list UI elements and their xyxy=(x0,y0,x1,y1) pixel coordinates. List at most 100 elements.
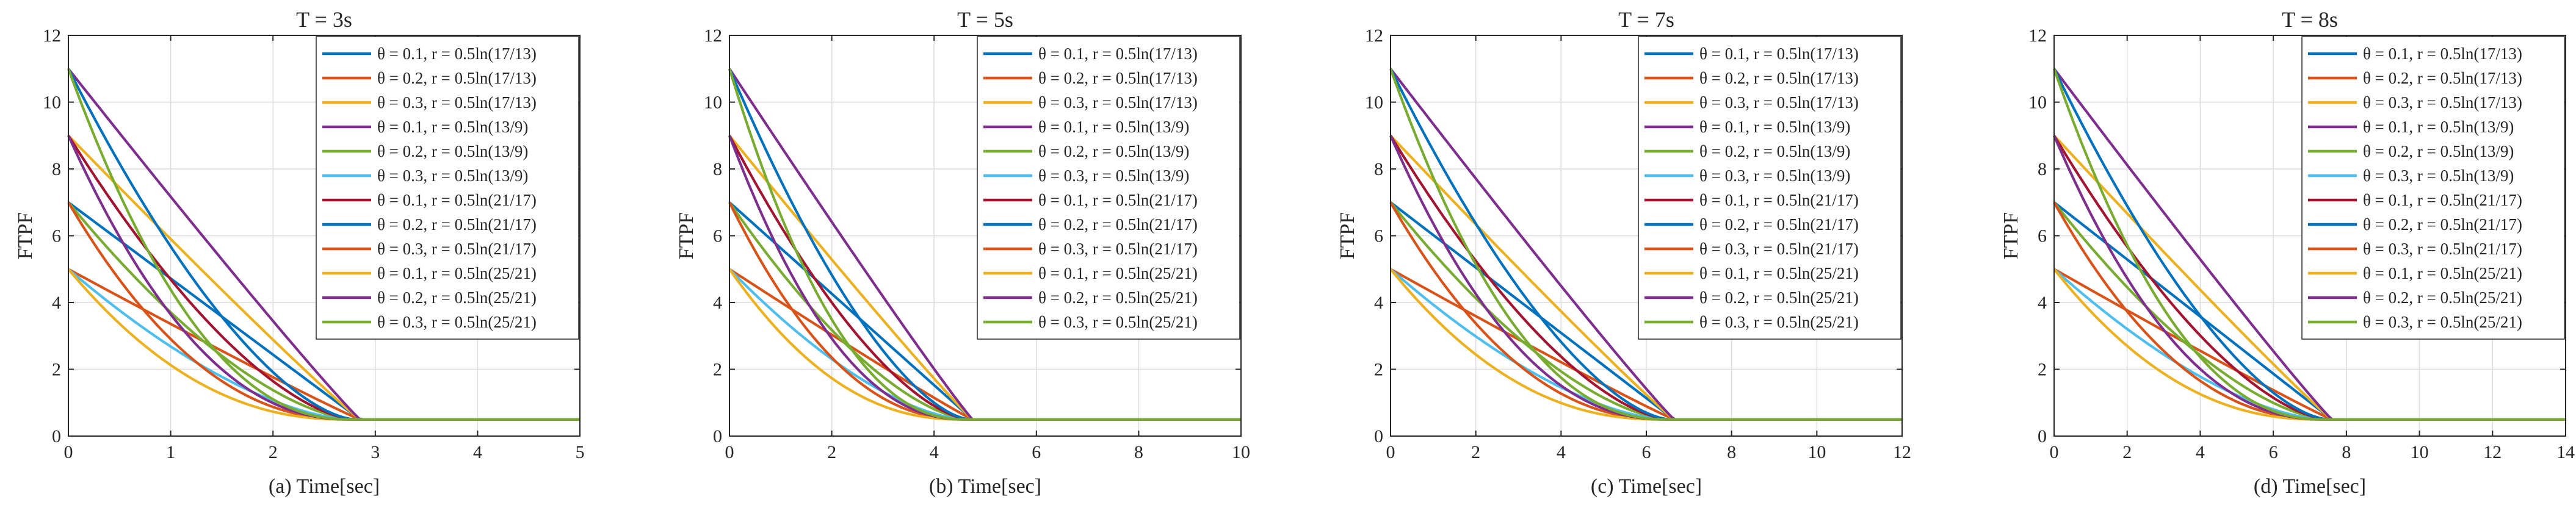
y-axis-title: FTPF xyxy=(1336,212,1359,260)
legend-label: θ = 0.1, r = 0.5ln(25/21) xyxy=(377,264,537,282)
legend-label: θ = 0.1, r = 0.5ln(17/13) xyxy=(1699,45,1859,63)
y-tick-label: 6 xyxy=(713,226,722,246)
y-tick-label: 10 xyxy=(1365,93,1383,113)
x-tick-label: 12 xyxy=(2483,442,2502,462)
legend-label: θ = 0.3, r = 0.5ln(13/9) xyxy=(2363,167,2514,185)
legend-label: θ = 0.1, r = 0.5ln(13/9) xyxy=(2363,118,2514,136)
legend-label: θ = 0.3, r = 0.5ln(21/17) xyxy=(377,240,537,258)
x-tick-label: 2 xyxy=(269,442,278,462)
x-tick-label: 10 xyxy=(1232,442,1250,462)
y-tick-label: 2 xyxy=(1374,360,1383,380)
x-tick-label: 2 xyxy=(827,442,836,462)
x-tick-label: 14 xyxy=(2556,442,2575,462)
chart-panel-2: 0 2 4 6 8 10 12 0 2 4 6 8 10 12 T = 7s (c) Time[sec] FTP… xyxy=(1336,7,1911,498)
x-axis-title: (a) Time[sec] xyxy=(269,475,380,498)
x-tick-label: 6 xyxy=(1032,442,1041,462)
x-tick-label: 3 xyxy=(371,442,380,462)
legend-label: θ = 0.3, r = 0.5ln(17/13) xyxy=(1699,93,1859,112)
x-axis-title: (c) Time[sec] xyxy=(1591,475,1702,498)
y-tick-label: 2 xyxy=(713,360,722,380)
y-tick-label: 4 xyxy=(1374,293,1383,313)
x-tick-label: 0 xyxy=(725,442,734,462)
legend-label: θ = 0.3, r = 0.5ln(13/9) xyxy=(1699,167,1850,185)
x-axis-title: (b) Time[sec] xyxy=(929,475,1041,498)
legend-label: θ = 0.2, r = 0.5ln(13/9) xyxy=(1699,142,1850,160)
chart-title: T = 3s xyxy=(296,7,352,32)
legend-box xyxy=(316,36,579,340)
y-tick-label: 0 xyxy=(52,426,61,446)
legend-label: θ = 0.2, r = 0.5ln(21/17) xyxy=(377,215,537,234)
legend-label: θ = 0.3, r = 0.5ln(25/21) xyxy=(1038,313,1198,331)
legend-label: θ = 0.1, r = 0.5ln(13/9) xyxy=(1699,118,1850,136)
legend-label: θ = 0.1, r = 0.5ln(17/13) xyxy=(377,45,537,63)
y-tick-label: 4 xyxy=(52,293,61,313)
x-tick-label: 12 xyxy=(1893,442,1911,462)
y-tick-label: 10 xyxy=(704,93,722,113)
x-tick-label: 10 xyxy=(2411,442,2429,462)
legend-label: θ = 0.3, r = 0.5ln(17/13) xyxy=(2363,93,2522,112)
y-tick-label: 12 xyxy=(2028,26,2047,46)
y-tick-label: 4 xyxy=(713,293,722,313)
legend-label: θ = 0.1, r = 0.5ln(21/17) xyxy=(1038,191,1198,209)
legend-label: θ = 0.2, r = 0.5ln(25/21) xyxy=(2363,288,2522,307)
y-tick-label: 0 xyxy=(713,426,722,446)
y-tick-label: 8 xyxy=(713,159,722,179)
x-tick-label: 0 xyxy=(2050,442,2059,462)
legend-label: θ = 0.2, r = 0.5ln(21/17) xyxy=(2363,215,2522,234)
legend-label: θ = 0.2, r = 0.5ln(13/9) xyxy=(1038,142,1189,160)
chart-title: T = 7s xyxy=(1618,7,1674,32)
legend-label: θ = 0.3, r = 0.5ln(21/17) xyxy=(1699,240,1859,258)
y-tick-label: 12 xyxy=(704,26,722,46)
y-axis-title: FTPF xyxy=(675,212,698,260)
legend-label: θ = 0.3, r = 0.5ln(17/13) xyxy=(1038,93,1198,112)
y-tick-label: 6 xyxy=(1374,226,1383,246)
legend-label: θ = 0.1, r = 0.5ln(21/17) xyxy=(2363,191,2522,209)
legend-label: θ = 0.2, r = 0.5ln(25/21) xyxy=(1038,288,1198,307)
y-tick-label: 2 xyxy=(2038,360,2047,380)
x-tick-label: 6 xyxy=(1642,442,1651,462)
x-axis-title: (d) Time[sec] xyxy=(2254,475,2366,498)
y-tick-label: 12 xyxy=(43,26,61,46)
legend-label: θ = 0.1, r = 0.5ln(13/9) xyxy=(1038,118,1189,136)
y-tick-label: 2 xyxy=(52,360,61,380)
legend-label: θ = 0.2, r = 0.5ln(13/9) xyxy=(2363,142,2514,160)
x-tick-label: 4 xyxy=(1557,442,1566,462)
y-tick-label: 6 xyxy=(2038,226,2047,246)
y-tick-label: 6 xyxy=(52,226,61,246)
series-line xyxy=(2053,68,2566,421)
y-tick-label: 0 xyxy=(1374,426,1383,446)
x-tick-label: 2 xyxy=(1471,442,1480,462)
chart-panel-3: 0 2 4 6 8 10 12 14 0 2 4 6 8 10 12 T = 8s (d) Time[sec] F… xyxy=(2000,7,2575,498)
y-axis-title: FTPF xyxy=(2000,212,2022,260)
x-tick-label: 8 xyxy=(2342,442,2351,462)
legend-label: θ = 0.1, r = 0.5ln(25/21) xyxy=(2363,264,2522,282)
x-tick-label: 0 xyxy=(64,442,73,462)
x-tick-label: 0 xyxy=(1386,442,1395,462)
legend-label: θ = 0.3, r = 0.5ln(21/17) xyxy=(1038,240,1198,258)
legend-label: θ = 0.3, r = 0.5ln(25/21) xyxy=(377,313,537,331)
x-tick-label: 6 xyxy=(2269,442,2278,462)
x-tick-label: 4 xyxy=(930,442,939,462)
x-tick-label: 5 xyxy=(576,442,585,462)
series-line xyxy=(1389,68,1902,421)
y-axis-title: FTPF xyxy=(14,212,37,260)
chart-panel-1: 0 2 4 6 8 10 0 2 4 6 8 10 12 T = 5s (b) Time[sec] FTPF θ… xyxy=(675,7,1250,498)
x-tick-label: 4 xyxy=(2196,442,2205,462)
series-line xyxy=(67,68,580,421)
legend-label: θ = 0.2, r = 0.5ln(17/13) xyxy=(1699,69,1859,87)
legend-label: θ = 0.1, r = 0.5ln(17/13) xyxy=(1038,45,1198,63)
chart-title: T = 5s xyxy=(957,7,1013,32)
y-tick-label: 4 xyxy=(2038,293,2047,313)
legend-label: θ = 0.2, r = 0.5ln(25/21) xyxy=(1699,288,1859,307)
series-line xyxy=(728,68,1241,421)
x-tick-label: 2 xyxy=(2122,442,2132,462)
legend-label: θ = 0.1, r = 0.5ln(13/9) xyxy=(377,118,528,136)
x-tick-label: 8 xyxy=(1134,442,1143,462)
legend-label: θ = 0.1, r = 0.5ln(21/17) xyxy=(377,191,537,209)
legend-box xyxy=(1638,36,1901,340)
y-tick-label: 8 xyxy=(1374,159,1383,179)
legend-label: θ = 0.2, r = 0.5ln(21/17) xyxy=(1038,215,1198,234)
x-tick-label: 10 xyxy=(1807,442,1826,462)
